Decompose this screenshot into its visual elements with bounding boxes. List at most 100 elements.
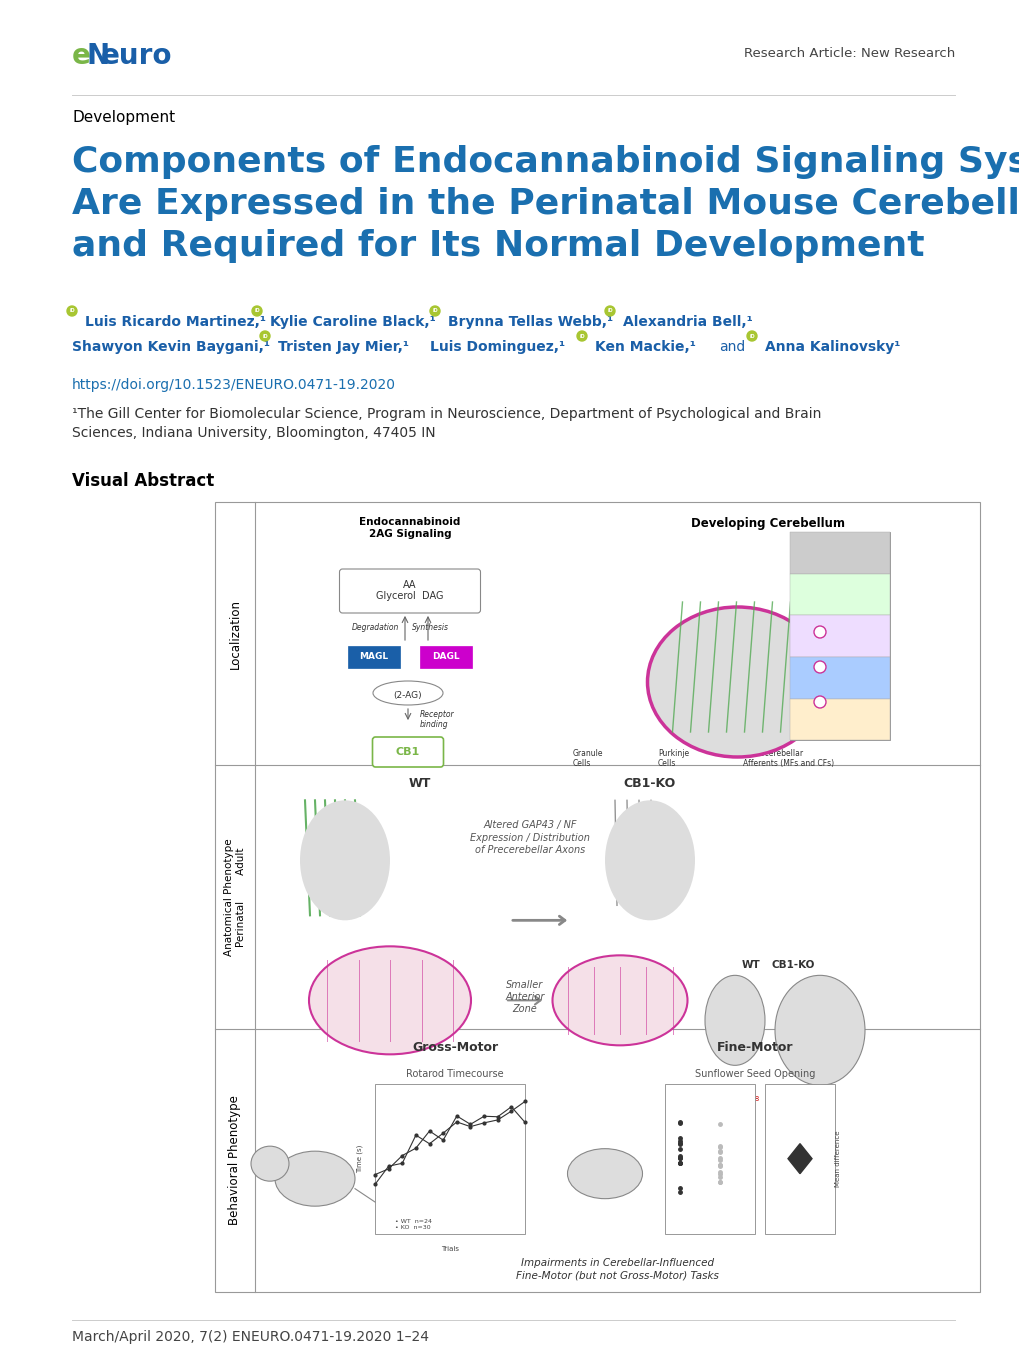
Text: iD: iD: [606, 308, 612, 314]
Text: Sunflower Seed Opening: Sunflower Seed Opening: [694, 1069, 814, 1078]
Text: https://doi.org/10.1523/ENEURO.0471-19.2020: https://doi.org/10.1523/ENEURO.0471-19.2…: [72, 378, 395, 392]
Text: and: and: [718, 340, 745, 354]
Text: Visual Abstract: Visual Abstract: [72, 472, 214, 490]
Ellipse shape: [275, 1151, 355, 1207]
Text: Altered GAP43 / NF
Expression / Distribution
of Precerebellar Axons: Altered GAP43 / NF Expression / Distribu…: [470, 820, 589, 854]
Text: Luis Dominguez,¹: Luis Dominguez,¹: [430, 340, 565, 354]
Circle shape: [813, 627, 825, 637]
Text: e: e: [72, 42, 91, 70]
Text: Developing Cerebellum: Developing Cerebellum: [690, 517, 844, 530]
Ellipse shape: [604, 800, 694, 920]
FancyBboxPatch shape: [372, 737, 443, 767]
Ellipse shape: [300, 800, 389, 920]
Bar: [375, 1084, 525, 1234]
Text: ¹The Gill Center for Biomolecular Science, Program in Neuroscience, Department o: ¹The Gill Center for Biomolecular Scienc…: [72, 407, 820, 440]
Bar: [790, 573, 890, 616]
Bar: [790, 532, 890, 740]
Polygon shape: [788, 1144, 811, 1174]
Text: Pontocerebellar
Afferents (MFs and CFs): Pontocerebellar Afferents (MFs and CFs): [742, 749, 834, 768]
Circle shape: [604, 306, 614, 317]
Ellipse shape: [309, 946, 471, 1054]
Text: CB1: CB1: [395, 747, 420, 758]
Text: Impairments in Cerebellar-Influenced
Fine-Motor (but not Gross-Motor) Tasks: Impairments in Cerebellar-Influenced Fin…: [516, 1257, 718, 1280]
Text: Anatomical Phenotype
Perinatal        Adult: Anatomical Phenotype Perinatal Adult: [224, 838, 246, 956]
Text: Degradation: Degradation: [352, 624, 399, 632]
Ellipse shape: [704, 976, 764, 1065]
Text: P<0.00008: P<0.00008: [719, 1096, 758, 1102]
Ellipse shape: [567, 1149, 642, 1198]
FancyBboxPatch shape: [339, 569, 480, 613]
Text: WT: WT: [409, 777, 431, 790]
Text: Development: Development: [72, 111, 175, 126]
Bar: [644, 745, 654, 755]
Text: Purkinje
Cells: Purkinje Cells: [657, 749, 689, 768]
Circle shape: [577, 330, 586, 341]
Text: Synthesis: Synthesis: [412, 624, 448, 632]
Ellipse shape: [774, 976, 864, 1085]
Text: DAGL: DAGL: [432, 652, 460, 662]
Text: Anna Kalinovsky¹: Anna Kalinovsky¹: [764, 340, 900, 354]
Text: iD: iD: [254, 308, 260, 314]
Bar: [764, 1084, 835, 1234]
Text: Mean difference: Mean difference: [835, 1130, 841, 1188]
Text: Alexandria Bell,¹: Alexandria Bell,¹: [623, 315, 752, 329]
Circle shape: [260, 330, 270, 341]
Text: iD: iD: [432, 308, 437, 314]
Text: and Required for Its Normal Development: and Required for Its Normal Development: [72, 229, 923, 263]
Text: MAGL: MAGL: [359, 652, 388, 662]
Text: Kylie Caroline Black,¹: Kylie Caroline Black,¹: [270, 315, 435, 329]
Text: Components of Endocannabinoid Signaling System: Components of Endocannabinoid Signaling …: [72, 145, 1019, 179]
Bar: [347, 646, 399, 667]
Text: Trials: Trials: [440, 1246, 459, 1252]
Circle shape: [430, 306, 439, 317]
Text: CB1-KO: CB1-KO: [771, 961, 814, 971]
Ellipse shape: [251, 1147, 288, 1181]
Text: Brynna Tellas Webb,¹: Brynna Tellas Webb,¹: [447, 315, 612, 329]
Text: March/April 2020, 7(2) ENEURO.0471-19.2020 1–24: March/April 2020, 7(2) ENEURO.0471-19.20…: [72, 1330, 429, 1345]
Ellipse shape: [647, 607, 826, 758]
Text: Rotarod Timecourse: Rotarod Timecourse: [406, 1069, 503, 1078]
Text: (2-AG): (2-AG): [393, 692, 422, 700]
Text: Shawyon Kevin Baygani,¹: Shawyon Kevin Baygani,¹: [72, 340, 270, 354]
Text: AA
Glycerol  DAG: AA Glycerol DAG: [376, 580, 443, 601]
Circle shape: [746, 330, 756, 341]
Text: Endocannabinoid
2AG Signaling: Endocannabinoid 2AG Signaling: [359, 517, 461, 539]
Bar: [664, 1084, 754, 1234]
Text: • WT  n=24
• KO  n=30: • WT n=24 • KO n=30: [394, 1219, 432, 1230]
Text: iD: iD: [579, 333, 584, 339]
Text: N: N: [87, 42, 109, 70]
Bar: [790, 657, 890, 699]
Text: iD: iD: [262, 333, 268, 339]
Text: Time (s): Time (s): [357, 1144, 363, 1173]
Text: Are Expressed in the Perinatal Mouse Cerebellum: Are Expressed in the Perinatal Mouse Cer…: [72, 187, 1019, 221]
Text: Receptor
binding: Receptor binding: [420, 710, 454, 729]
Text: Ken Mackie,¹: Ken Mackie,¹: [594, 340, 695, 354]
Bar: [790, 699, 890, 740]
Text: Behavioral Phenotype: Behavioral Phenotype: [228, 1095, 242, 1226]
Circle shape: [813, 661, 825, 673]
Text: Smaller
Anterior
Zone: Smaller Anterior Zone: [504, 980, 544, 1014]
Text: Localization: Localization: [228, 599, 242, 669]
Text: Tristen Jay Mier,¹: Tristen Jay Mier,¹: [278, 340, 409, 354]
Circle shape: [813, 696, 825, 708]
Ellipse shape: [373, 681, 442, 704]
Bar: [790, 532, 890, 573]
Bar: [790, 616, 890, 657]
Text: euro: euro: [101, 42, 172, 70]
Bar: [730, 745, 739, 755]
Text: Fine-Motor: Fine-Motor: [716, 1040, 793, 1054]
Circle shape: [252, 306, 262, 317]
Circle shape: [67, 306, 76, 317]
Bar: [559, 745, 570, 755]
Text: CB1-KO: CB1-KO: [624, 777, 676, 790]
Text: Gross-Motor: Gross-Motor: [412, 1040, 497, 1054]
Text: Luis Ricardo Martinez,¹: Luis Ricardo Martinez,¹: [85, 315, 266, 329]
Text: Granule
Cells: Granule Cells: [573, 749, 603, 768]
Bar: [215, 502, 979, 1293]
Text: WT: WT: [741, 961, 759, 971]
Bar: [420, 646, 472, 667]
Text: iD: iD: [748, 333, 754, 339]
Text: iD: iD: [69, 308, 74, 314]
Text: Research Article: New Research: Research Article: New Research: [743, 46, 954, 60]
Ellipse shape: [552, 955, 687, 1046]
